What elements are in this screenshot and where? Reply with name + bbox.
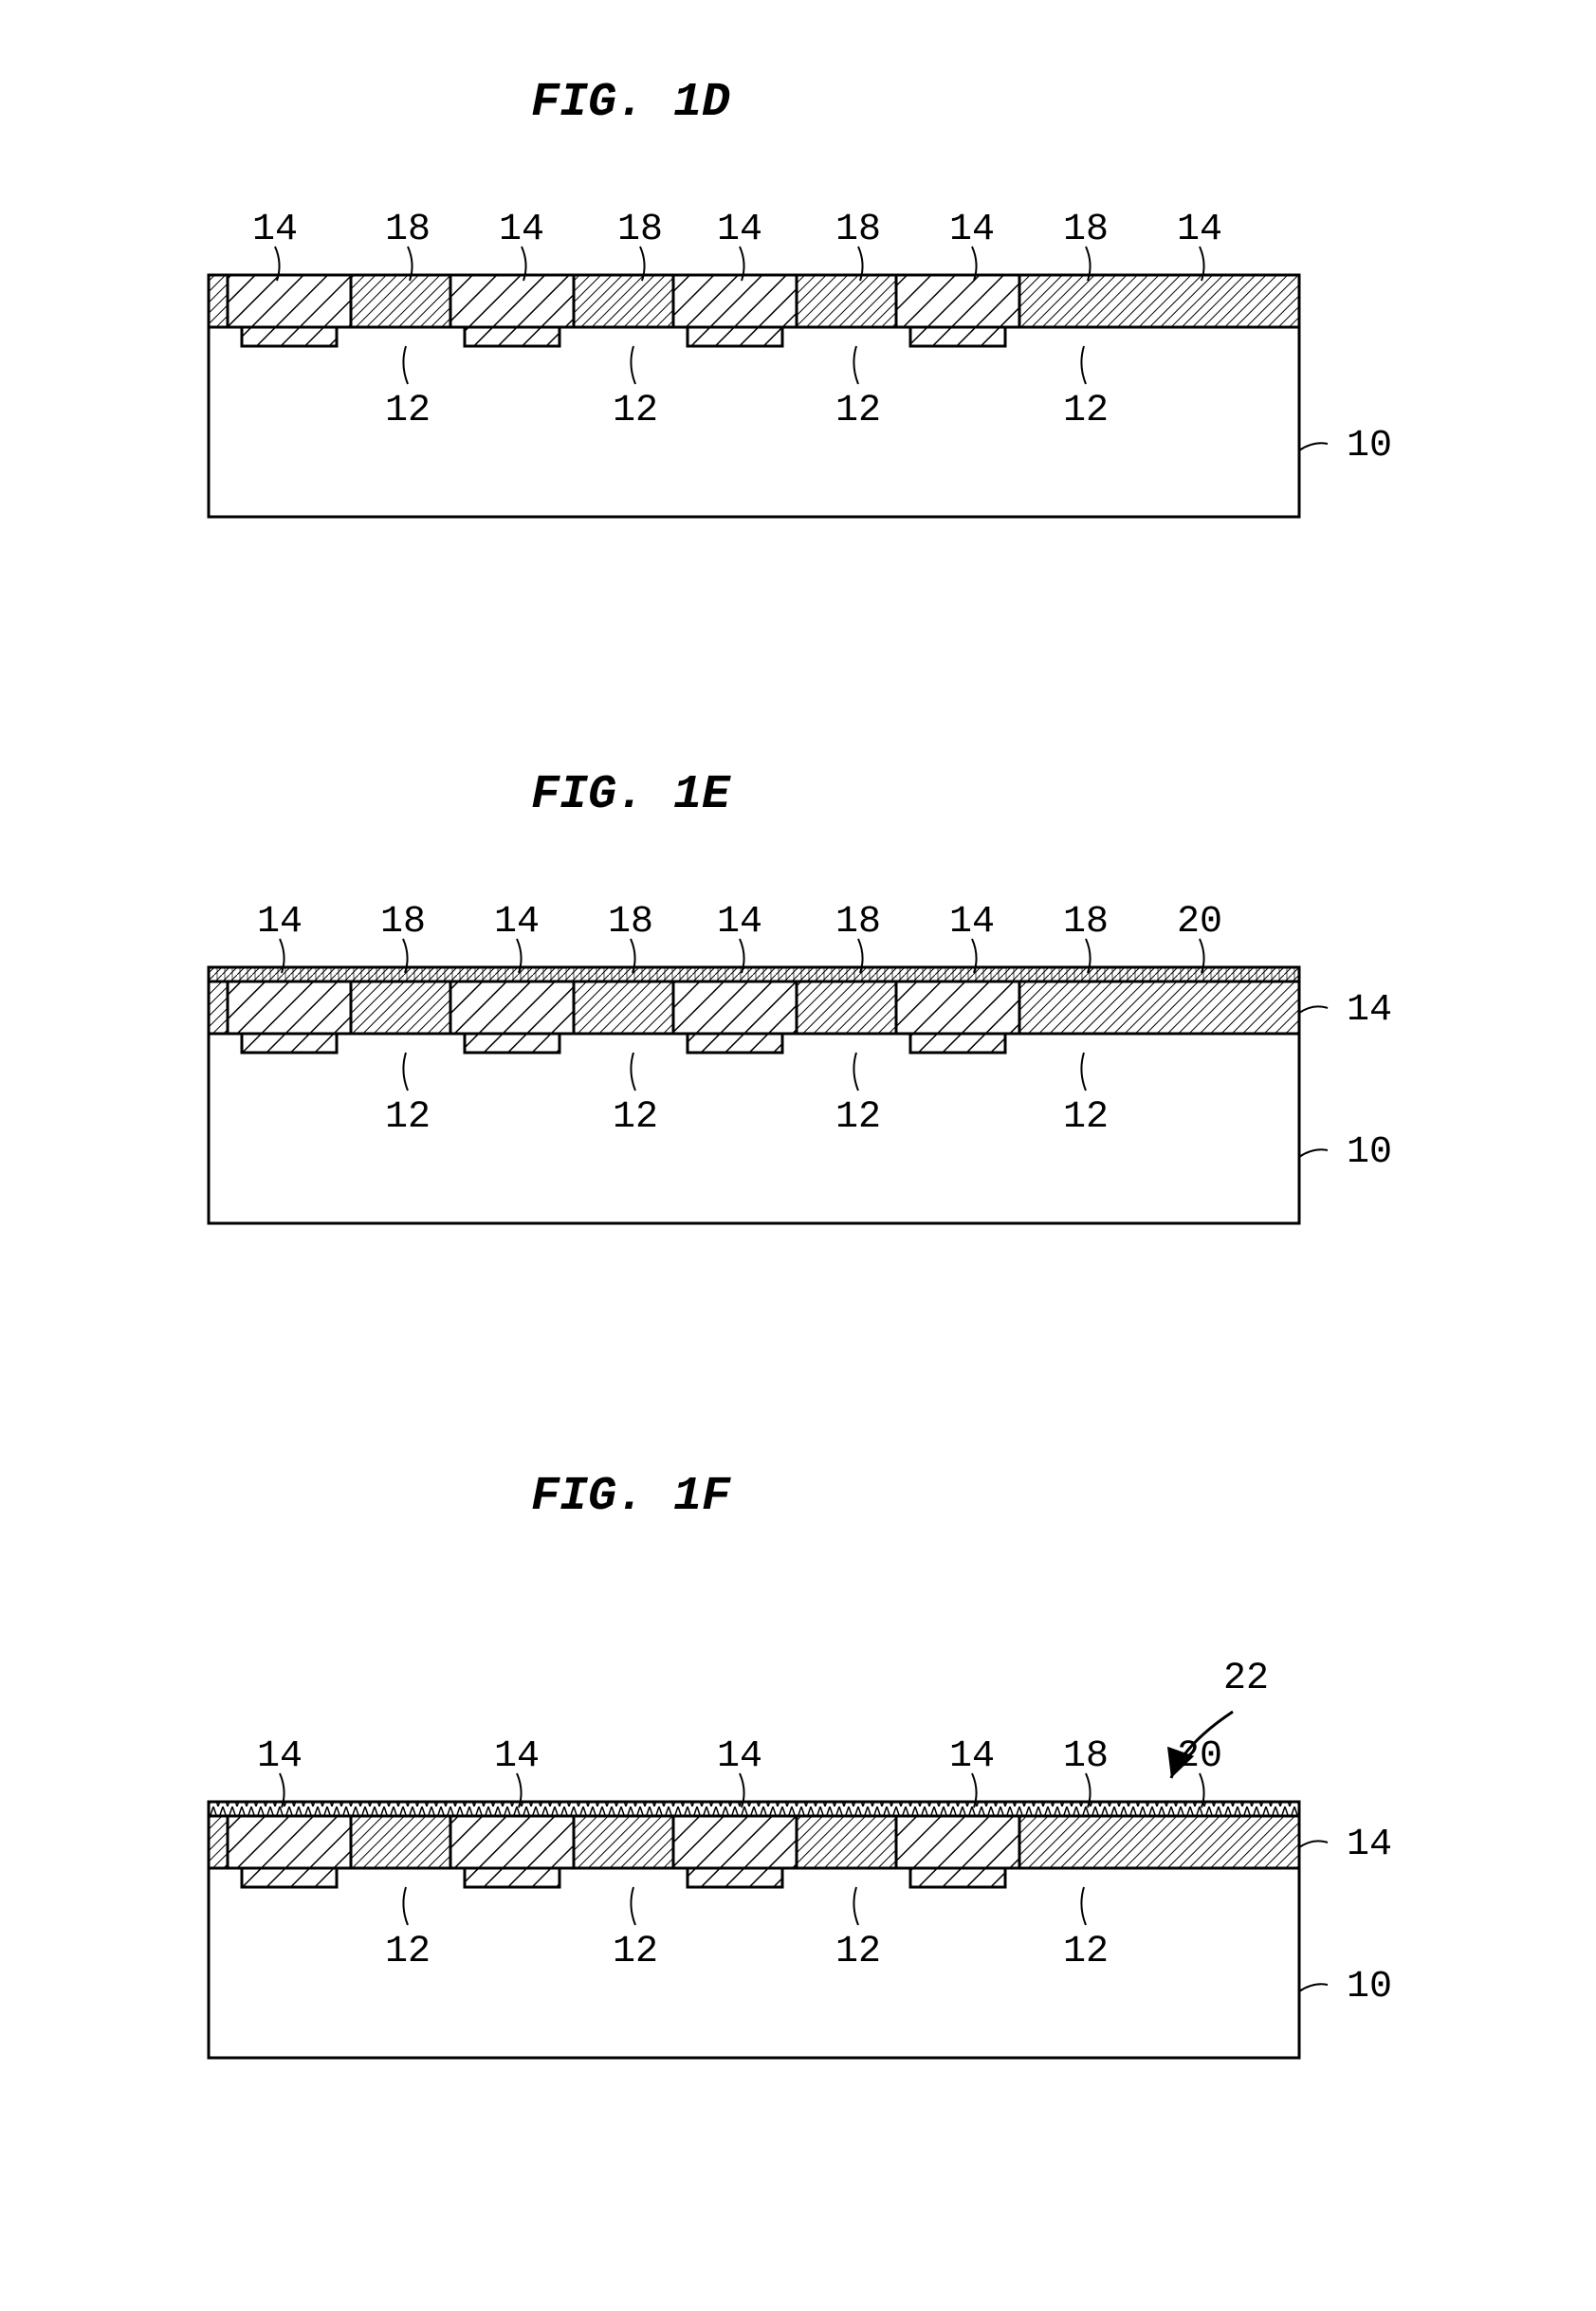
ref-label: 12 [1063, 1931, 1109, 1973]
ref-label: 18 [835, 901, 881, 944]
ref-label: 14 [494, 901, 540, 944]
ref-label: 14 [494, 1735, 540, 1778]
ref-label: 22 [1223, 1658, 1269, 1700]
ref-label: 14 [257, 901, 303, 944]
ref-label: 10 [1347, 1131, 1392, 1174]
ref-label: 12 [613, 1096, 658, 1139]
ref-label: 18 [380, 901, 426, 944]
ref-label: 12 [613, 390, 658, 432]
ref-label: 14 [717, 901, 762, 944]
figure-1D: 14 18 14 18 14 18 14 18 14 12 12 12 12 10 [123, 142, 1508, 635]
figure-1F: 14141414182012121212141022 [123, 1593, 1508, 2176]
ref-label: 12 [385, 1931, 431, 1973]
figure-title: FIG. 1E [531, 768, 730, 822]
ref-label: 12 [835, 1096, 881, 1139]
ref-label: 14 [949, 901, 995, 944]
ref-label: 14 [252, 209, 298, 251]
ref-label: 12 [1063, 390, 1109, 432]
ref-label: 14 [1347, 989, 1392, 1032]
figure-1E: 14 18 14 18 14 18 14 18 20 12 12 12 12 14 10 [123, 835, 1508, 1342]
ref-label: 18 [608, 901, 653, 944]
ref-label: 18 [835, 209, 881, 251]
ref-label: 14 [949, 209, 995, 251]
ref-label: 18 [1063, 901, 1109, 944]
ref-label: 18 [1063, 1735, 1109, 1778]
ref-label: 14 [949, 1735, 995, 1778]
ref-label: 14 [717, 209, 762, 251]
ref-label: 18 [385, 209, 431, 251]
ref-label: 12 [385, 1096, 431, 1139]
ref-label: 12 [835, 1931, 881, 1973]
ref-label: 14 [257, 1735, 303, 1778]
ref-label: 10 [1347, 1966, 1392, 2008]
ref-label: 14 [717, 1735, 762, 1778]
ref-label: 14 [1347, 1824, 1392, 1866]
ref-label: 10 [1347, 425, 1392, 468]
ref-label: 12 [835, 390, 881, 432]
ref-label: 18 [1063, 209, 1109, 251]
ref-label: 12 [385, 390, 431, 432]
ref-label: 12 [613, 1931, 658, 1973]
ref-label: 12 [1063, 1096, 1109, 1139]
ref-label: 14 [1177, 209, 1222, 251]
ref-label: 14 [499, 209, 544, 251]
ref-label: 20 [1177, 901, 1222, 944]
figure-title: FIG. 1F [531, 1470, 730, 1524]
figure-title: FIG. 1D [531, 76, 730, 130]
ref-label: 18 [617, 209, 663, 251]
